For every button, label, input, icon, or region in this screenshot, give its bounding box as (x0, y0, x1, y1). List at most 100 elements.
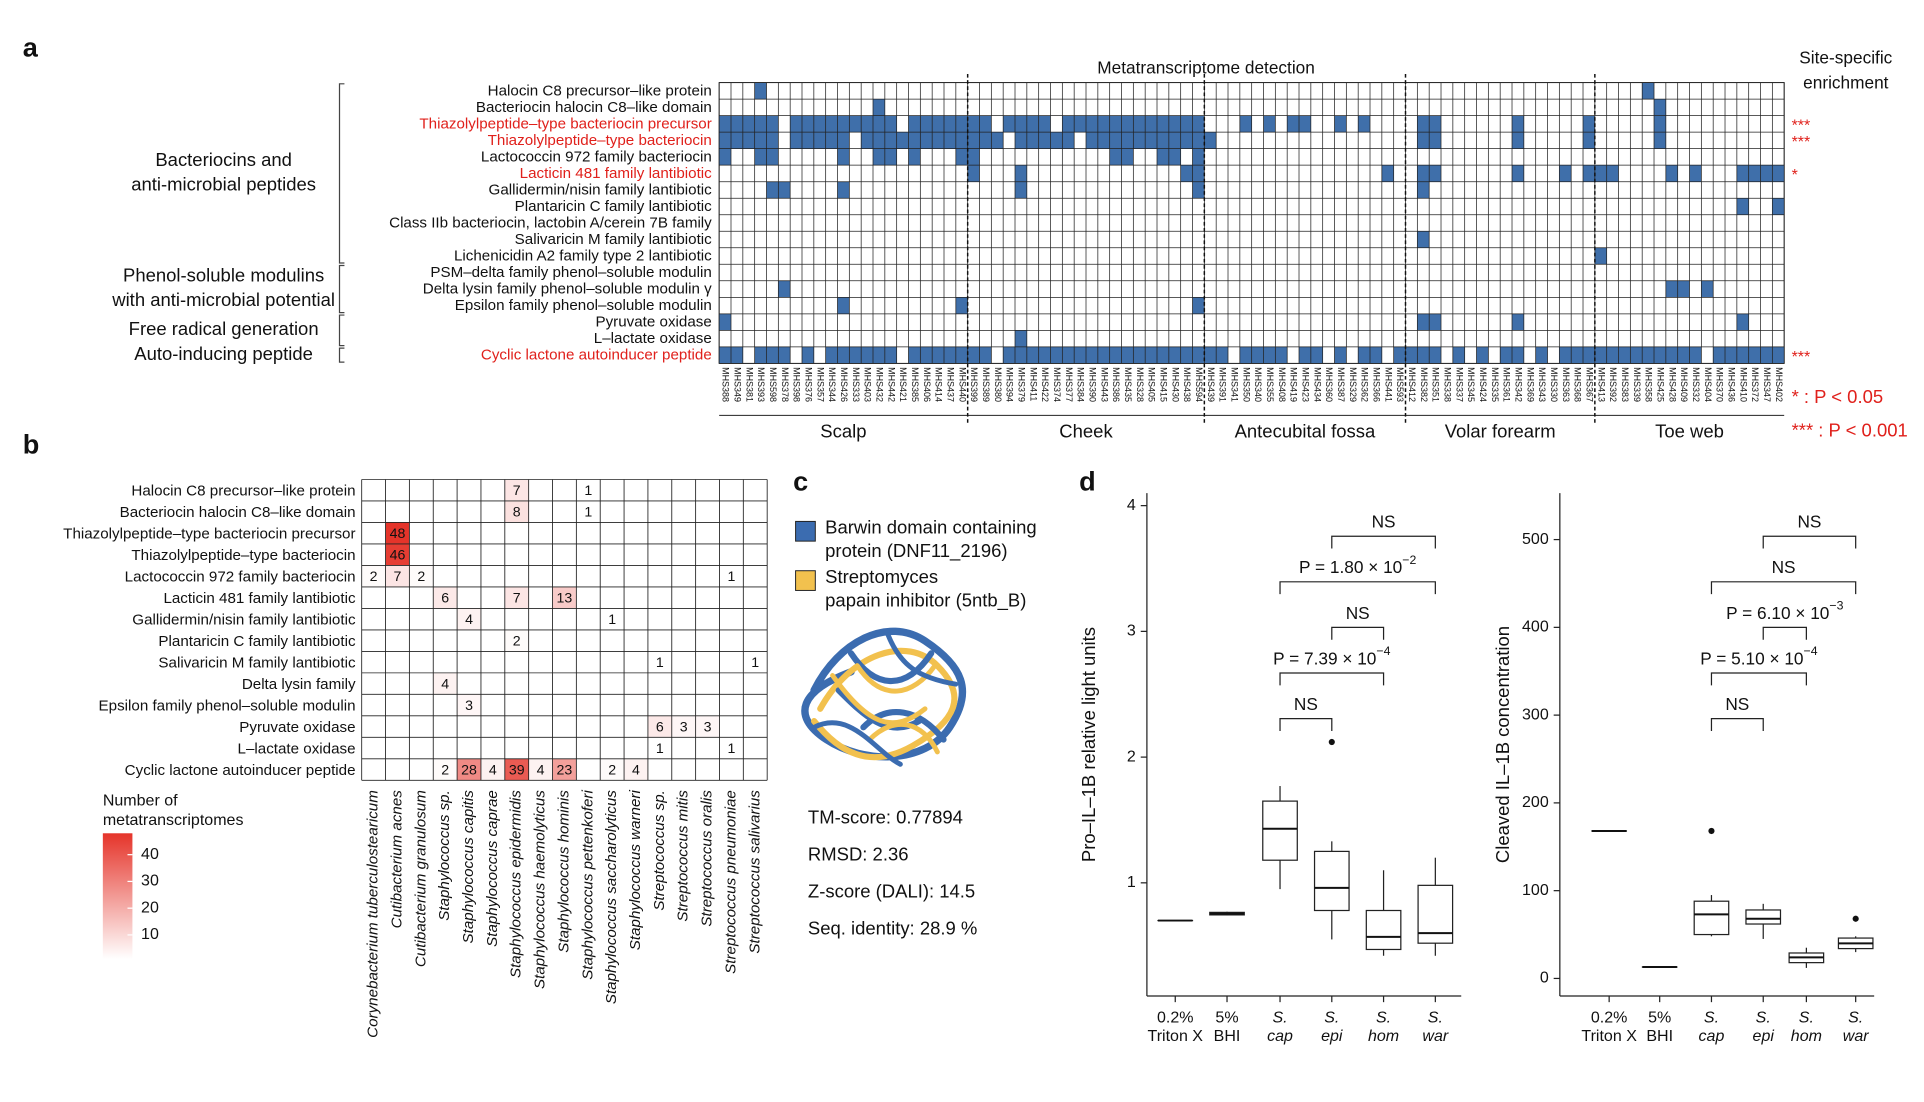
sample-label: MHS362 (1360, 367, 1370, 402)
detection-cell (1429, 132, 1442, 149)
colorbar-tick-label: 10 (141, 925, 159, 943)
detection-cell (730, 115, 743, 133)
detection-cell (1097, 346, 1110, 364)
detection-cell (861, 115, 874, 133)
row-label: Plantaricin C family lantibiotic (515, 198, 713, 215)
sample-label: MHS415 (1159, 367, 1169, 402)
row-label: Lichenicidin A2 family type 2 lantibioti… (454, 248, 712, 265)
detection-cell (790, 132, 803, 149)
protein-structure (801, 627, 967, 767)
detection-cell (1594, 346, 1607, 364)
site-label: Antecubital fossa (1235, 421, 1376, 442)
sample-label: MHS394 (1005, 367, 1015, 402)
row-label: Class IIb bacteriocin, lactobin A/cerein… (389, 215, 712, 232)
significance-key: * : P < 0.05 (1792, 386, 1884, 407)
y-tick-label: 100 (1522, 881, 1549, 899)
detection-cell (1429, 346, 1442, 364)
box (1745, 909, 1782, 925)
detection-cell (908, 148, 921, 166)
detection-cell (813, 115, 826, 133)
sample-label: MHS358 (1644, 367, 1654, 402)
row-label: Thiazolylpeptide–type bacteriocin (131, 547, 355, 564)
detection-cell (742, 115, 755, 133)
sample-label: MHS419 (1289, 367, 1299, 402)
sample-label: MHS409 (1679, 367, 1689, 402)
detection-cell (1559, 346, 1572, 364)
significance: *** (1792, 117, 1811, 135)
group-label: Auto-inducing peptide (134, 343, 313, 364)
heatmap-cell (552, 758, 577, 781)
detection-cell (719, 313, 731, 331)
sample-label: MHS355 (1265, 367, 1275, 402)
sample-label: MHS349 (733, 367, 743, 402)
row-label: Bacteriocin halocin C8–like domain (476, 99, 712, 116)
column-label: Staphylococcus caprae (484, 790, 501, 947)
cell-value: 3 (680, 720, 688, 736)
colorbar-tick-label: 30 (141, 872, 159, 890)
y-tick-label: 400 (1522, 618, 1549, 636)
detection-cell (1642, 346, 1655, 364)
detection-cell (1015, 181, 1027, 199)
row-label: Lactococcin 972 family bacteriocin (481, 149, 712, 166)
x-tick-label: S. (1324, 1008, 1339, 1026)
sample-label: MHS384 (1076, 367, 1086, 402)
sample-label: MHS360 (1324, 367, 1334, 402)
sample-label: MHS369 (1525, 367, 1535, 402)
significance-label: NS (1797, 511, 1821, 531)
cell-value: 2 (370, 569, 378, 585)
sample-label: MHS391 (1218, 367, 1228, 402)
row-label: Bacteriocin halocin C8–like domain (120, 504, 356, 521)
detection-cell (979, 132, 992, 149)
detection-cell (932, 346, 945, 364)
site-label: Scalp (820, 421, 866, 442)
cell-value: 48 (390, 526, 406, 542)
detection-cell (1086, 132, 1098, 149)
cell-value: 1 (608, 612, 616, 628)
sample-label: MHS350 (1241, 367, 1251, 402)
significance-text: P = 7.39 × 10 (1273, 648, 1376, 668)
row-label: Gallidermin/nisin family lantibiotic (132, 611, 356, 628)
colorbar (102, 833, 133, 960)
x-tick-label: S. (1756, 1008, 1771, 1026)
row-label: Epsilon family phenol–soluble modulin (455, 297, 712, 314)
significance-exponent: −3 (1829, 599, 1843, 613)
detection-cell (1583, 165, 1595, 182)
significance-exponent: −4 (1804, 644, 1818, 658)
sample-label: MHS342 (1514, 367, 1524, 402)
significance-exponent: −2 (1402, 553, 1416, 567)
enrichment-title: Site-specific (1799, 48, 1892, 68)
heatmap-cell (647, 651, 672, 673)
sample-label: MHS421 (898, 367, 908, 402)
detection-cell (1251, 346, 1264, 364)
significance-text: P = 6.10 × 10 (1726, 602, 1829, 622)
detection-cell (730, 346, 743, 364)
cell-value: 3 (465, 698, 473, 714)
detection-cell (719, 148, 731, 166)
detection-cell (1665, 165, 1678, 182)
sample-label: MHS423 (1301, 367, 1311, 402)
column-label: Streptococcus mitis (675, 790, 692, 922)
detection-cell (1452, 346, 1465, 364)
site-label: Cheek (1059, 421, 1113, 442)
detection-cell (754, 148, 767, 166)
cell-value: 2 (417, 569, 425, 585)
row-label: Salivaricin M family lantibiotic (158, 654, 356, 671)
detection-cell (884, 346, 897, 364)
detection-cell (1145, 346, 1158, 364)
column-label: Streptococcus sp. (651, 790, 668, 910)
significance-label: NS (1372, 511, 1396, 531)
column-label: Streptococcus salivarius (746, 790, 763, 954)
detection-cell (1038, 346, 1051, 364)
detection-cell (1180, 132, 1193, 149)
sample-label: MHS442 (886, 367, 896, 402)
detection-cell (1748, 346, 1761, 364)
detection-cell (1736, 198, 1749, 215)
detection-cell (1192, 165, 1205, 182)
detection-cell (837, 132, 850, 149)
x-tick-label: war (1843, 1027, 1869, 1045)
detection-cell (825, 346, 838, 364)
column-label: Cutibacterium acnes (388, 790, 405, 929)
detection-cell (1204, 346, 1217, 364)
x-tick-label: cap (1267, 1027, 1293, 1045)
sample-label: MHS424 (1478, 367, 1488, 402)
